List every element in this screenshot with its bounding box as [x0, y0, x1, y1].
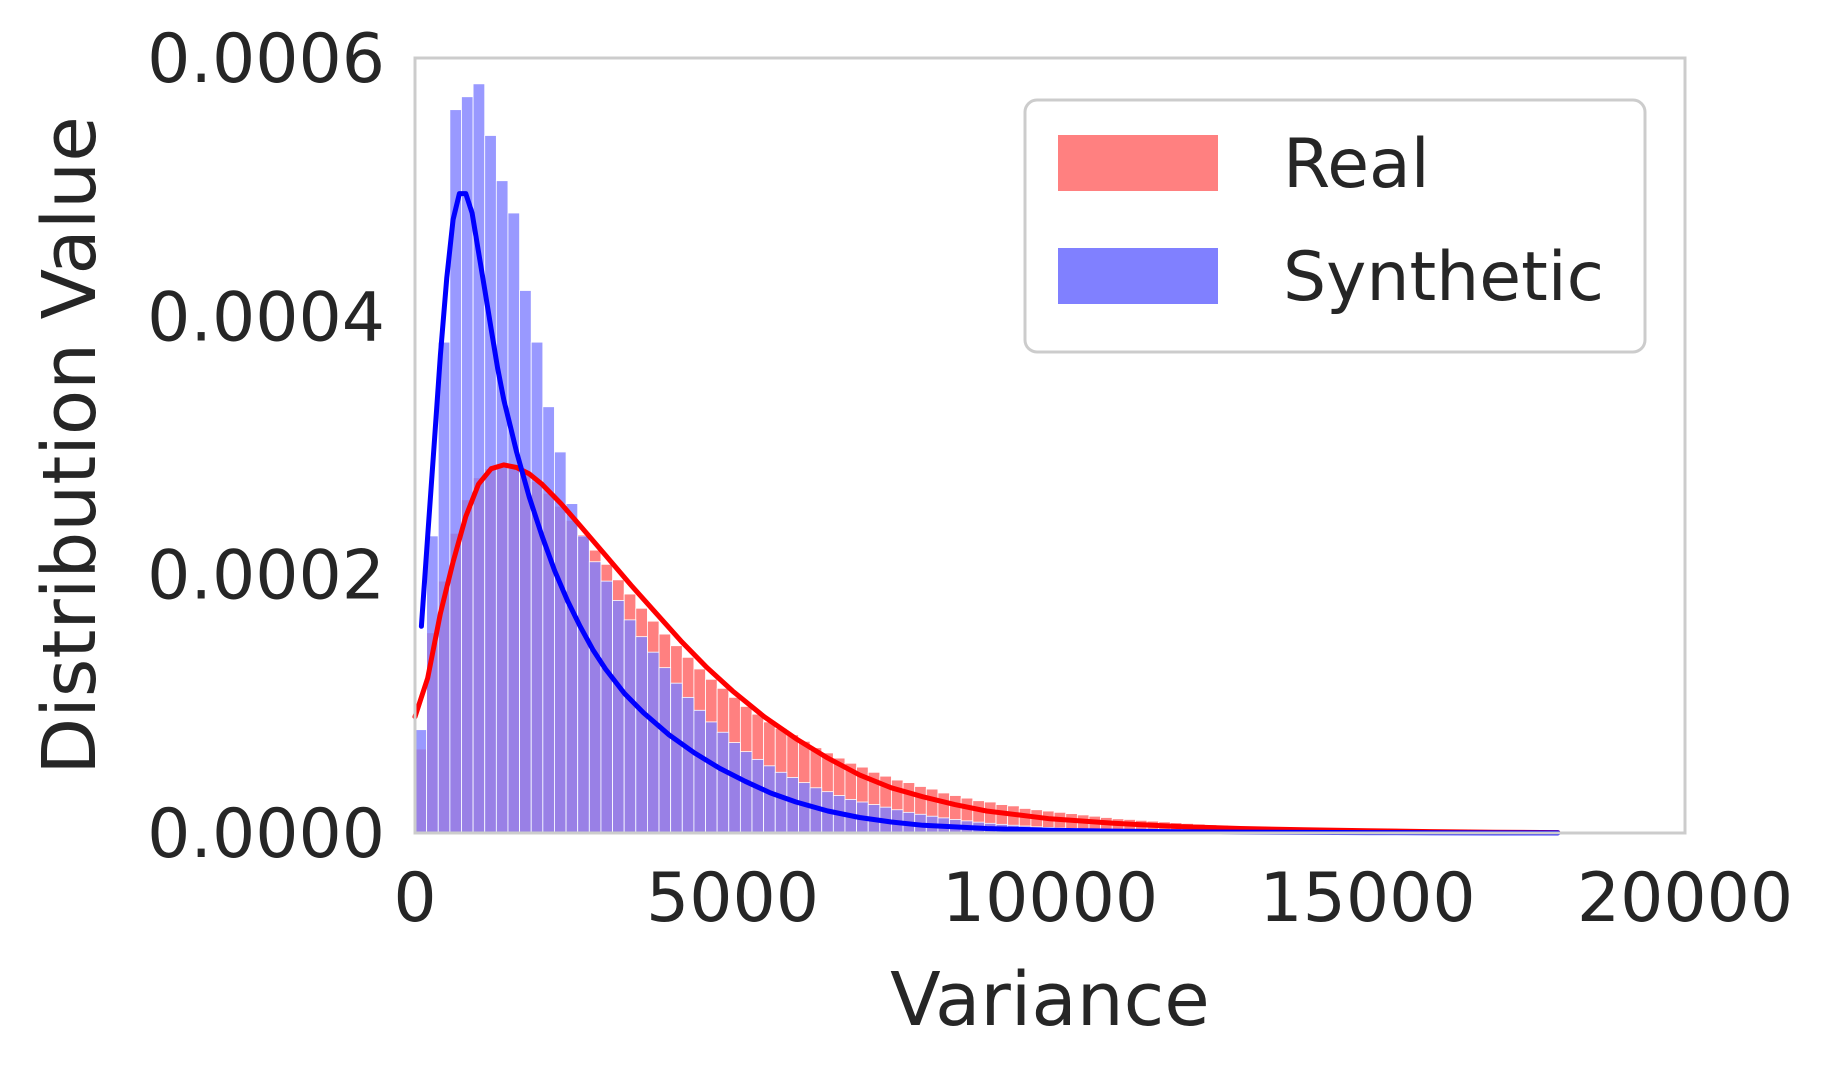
bar-synthetic-24 [693, 709, 706, 834]
kde-line-real [412, 462, 1561, 836]
x-axis-ticks: 0 5000 10000 15000 20000 [393, 859, 1793, 938]
legend-label-synthetic: Synthetic [1283, 238, 1604, 317]
bar-synthetic-28 [739, 751, 753, 834]
x-tick-label-3: 15000 [1259, 859, 1475, 938]
bar-synthetic-17 [612, 600, 625, 834]
bar-synthetic-5 [472, 83, 486, 834]
bar-synthetic-11 [542, 406, 555, 834]
x-tick-label-1: 5000 [646, 859, 819, 938]
bar-synthetic-25 [705, 721, 718, 834]
plot-area-frame [413, 56, 1687, 835]
y-axis-ticks: 0.0000 0.0002 0.0004 0.0006 [147, 20, 385, 874]
y-tick-label-0: 0.0000 [147, 795, 385, 874]
y-tick-label-3: 0.0006 [147, 20, 385, 99]
legend-label-real: Real [1283, 125, 1430, 204]
bar-synthetic-22 [670, 682, 683, 834]
legend-swatch-real [1058, 135, 1218, 191]
bar-synthetic-31 [774, 771, 788, 834]
bar-synthetic-23 [681, 696, 695, 834]
bar-synthetic-15 [588, 561, 602, 834]
bar-synthetic-9 [519, 290, 532, 834]
bar-synthetic-0 [414, 729, 428, 834]
x-tick-label-4: 20000 [1577, 859, 1793, 938]
y-tick-label-2: 0.0004 [147, 278, 385, 357]
bar-synthetic-32 [786, 777, 799, 834]
bar-synthetic-13 [565, 503, 579, 834]
bar-synthetic-10 [530, 341, 544, 834]
bar-synthetic-7 [495, 180, 509, 834]
bar-synthetic-18 [623, 619, 637, 834]
bar-synthetic-20 [647, 651, 660, 834]
legend-swatch-synthetic [1058, 248, 1218, 304]
legend: Real Synthetic [1023, 98, 1647, 354]
y-tick-label-1: 0.0002 [147, 537, 385, 616]
x-tick-label-0: 0 [393, 859, 436, 938]
bar-synthetic-16 [600, 580, 613, 834]
bar-synthetic-19 [635, 636, 648, 834]
bar-synthetic-6 [484, 135, 497, 834]
x-tick-label-2: 10000 [942, 859, 1158, 938]
kde-line-synthetic [418, 191, 1561, 836]
x-axis-label: Variance [890, 957, 1210, 1043]
kde-lines [412, 191, 1561, 836]
bar-synthetic-8 [507, 212, 520, 834]
bar-synthetic-14 [577, 535, 590, 834]
bar-synthetic-30 [763, 765, 776, 834]
bar-synthetic-29 [751, 758, 765, 834]
bar-synthetic-1 [426, 535, 439, 834]
bar-synthetic-21 [658, 667, 672, 834]
bar-synthetic-27 [728, 742, 741, 834]
bar-synthetic-26 [716, 731, 730, 834]
y-axis-label: Distribution Value [27, 116, 113, 774]
